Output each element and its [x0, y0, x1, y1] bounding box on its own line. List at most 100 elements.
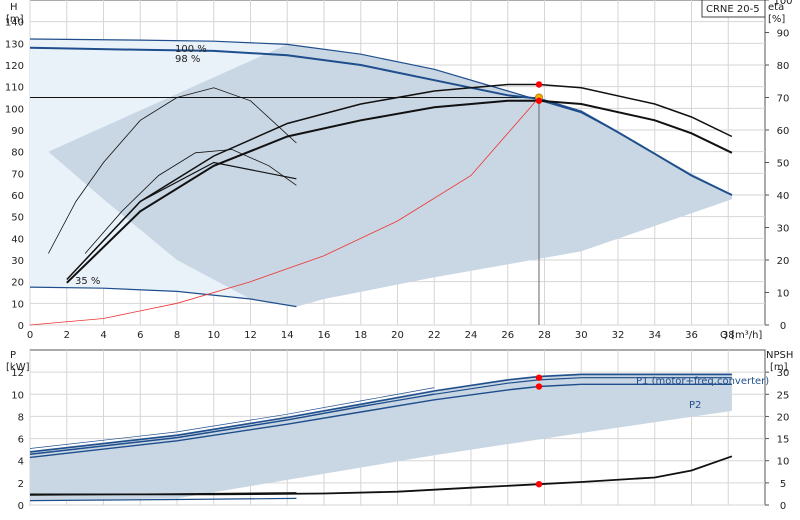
- duty-point-npsh: [535, 480, 543, 488]
- x-tick-label: 32: [612, 330, 625, 341]
- head-panel-ticks: 0 2 4 6 8 10 12 14 16 18 20 22 24 26 28 30 32 34 36 3801020…: [5, 0, 793, 341]
- head-tick-label: 50: [11, 213, 24, 224]
- eta-tick-label: 30: [777, 224, 790, 235]
- eta-tick-label: 20: [777, 256, 790, 267]
- power-axis-label: P: [10, 350, 16, 361]
- npsh-curve-low: [29, 492, 297, 496]
- head-tick-label: 90: [11, 126, 24, 137]
- npsh-tick-label: 20: [777, 412, 790, 423]
- duty-point-power: [535, 383, 543, 390]
- model-label: CRNE 20-5: [706, 4, 760, 15]
- power-panel-ticks: 0 2 4 6 8 10 12 0 5 10 15 20 25 30: [11, 368, 789, 512]
- head-panel-lines: [29, 38, 733, 326]
- x-tick-label: 8: [174, 330, 180, 341]
- eta-tick-label: 90: [777, 29, 790, 40]
- power-axis-unit: [kW]: [6, 362, 30, 373]
- head-curve-98: [29, 46, 733, 196]
- head-tick-label: 130: [5, 39, 24, 50]
- eta-curve-low-b: [84, 149, 297, 254]
- eta-tick-label: 0: [780, 321, 786, 332]
- head-tick-label: 80: [11, 148, 24, 159]
- x-tick-label: 26: [501, 330, 514, 341]
- x-tick-label: 16: [318, 330, 331, 341]
- head-tick-label: 140: [5, 18, 24, 29]
- p1-curve-secondary: [29, 377, 732, 455]
- x-tick-label: 2: [64, 330, 70, 341]
- x-tick-label: 14: [281, 330, 294, 341]
- head-tick-label: 10: [11, 299, 24, 310]
- power-tick-label: 6: [18, 435, 24, 446]
- head-tick-label: 100: [5, 104, 24, 115]
- head-tick-label: 70: [11, 169, 24, 180]
- eta-tick-label: 10: [777, 289, 790, 300]
- x-tick-label: 6: [137, 330, 143, 341]
- power-curve-low: [29, 497, 297, 502]
- p1-curve: [29, 373, 732, 453]
- x-tick-label: 20: [391, 330, 404, 341]
- power-curve-band-0: [29, 387, 435, 449]
- x-tick-label: 24: [465, 330, 478, 341]
- power-range-area: [30, 373, 732, 501]
- npsh-tick-label: 0: [780, 501, 786, 512]
- legend-p1: P1 (motor+freq.converter): [636, 376, 769, 387]
- x-tick-label: 0: [27, 330, 33, 341]
- annotation-100-percent: 100 %: [175, 44, 207, 55]
- duty-point-eta: [535, 97, 543, 104]
- q-axis-label: Q [m³/h]: [720, 330, 762, 341]
- power-tick-label: 2: [18, 479, 24, 490]
- eta-tick-label: 100: [773, 0, 792, 7]
- head-curve-35: [29, 286, 297, 308]
- eta-tick-label: 50: [777, 159, 790, 170]
- p2-curve: [29, 383, 732, 459]
- npsh-axis-label: NPSH: [766, 350, 793, 361]
- power-panel-areas: [30, 373, 732, 501]
- duty-point-eta: [535, 81, 543, 88]
- duty-point-power: [535, 374, 543, 381]
- power-tick-label: 4: [18, 457, 24, 468]
- x-tick-label: 4: [100, 330, 106, 341]
- x-tick-label: 10: [207, 330, 220, 341]
- power-curve-band-1: [29, 393, 435, 455]
- head-tick-label: 0: [18, 321, 24, 332]
- eta-curve-98: [66, 99, 733, 284]
- eta-axis-unit: [%]: [768, 14, 785, 25]
- head-axis-unit: [m]: [6, 14, 24, 25]
- head-axis-label: H: [10, 2, 18, 13]
- system-curve: [29, 97, 540, 326]
- x-tick-label: 12: [244, 330, 257, 341]
- npsh-tick-label: 15: [777, 435, 790, 446]
- power-tick-label: 12: [11, 368, 24, 379]
- eta-tick-label: 60: [777, 126, 790, 137]
- head-tick-label: 120: [5, 61, 24, 72]
- x-tick-label: 38: [722, 330, 735, 341]
- eta-curve-100: [66, 83, 733, 281]
- npsh-tick-label: 30: [777, 368, 790, 379]
- power-tick-label: 0: [18, 501, 24, 512]
- x-tick-label: 18: [354, 330, 367, 341]
- power-tick-label: 10: [11, 390, 24, 401]
- head-tick-label: 60: [11, 191, 24, 202]
- model-label-box: [701, 0, 766, 18]
- head-tick-label: 40: [11, 234, 24, 245]
- npsh-tick-label: 5: [780, 479, 786, 490]
- operating-range-dark: [48, 44, 732, 307]
- x-tick-label: 22: [428, 330, 441, 341]
- eta-curve-low-a: [48, 87, 297, 254]
- npsh-curve: [30, 455, 733, 496]
- power-panel-lines: [29, 373, 733, 502]
- x-tick-label: 28: [538, 330, 551, 341]
- x-tick-label: 30: [575, 330, 588, 341]
- head-tick-label: 20: [11, 278, 24, 289]
- eta-tick-label: 40: [777, 191, 790, 202]
- npsh-tick-label: 25: [777, 390, 790, 401]
- eta-tick-label: 70: [777, 94, 790, 105]
- legend-p2: P2: [689, 400, 701, 411]
- eta-tick-label: 80: [777, 61, 790, 72]
- npsh-tick-label: 10: [777, 457, 790, 468]
- power-tick-label: 8: [18, 412, 24, 423]
- eta-curve-low-c: [84, 161, 297, 261]
- npsh-axis-unit: [m]: [770, 362, 788, 373]
- eta-axis-label: eta: [768, 2, 784, 13]
- annotation-35-percent: 35 %: [75, 276, 100, 287]
